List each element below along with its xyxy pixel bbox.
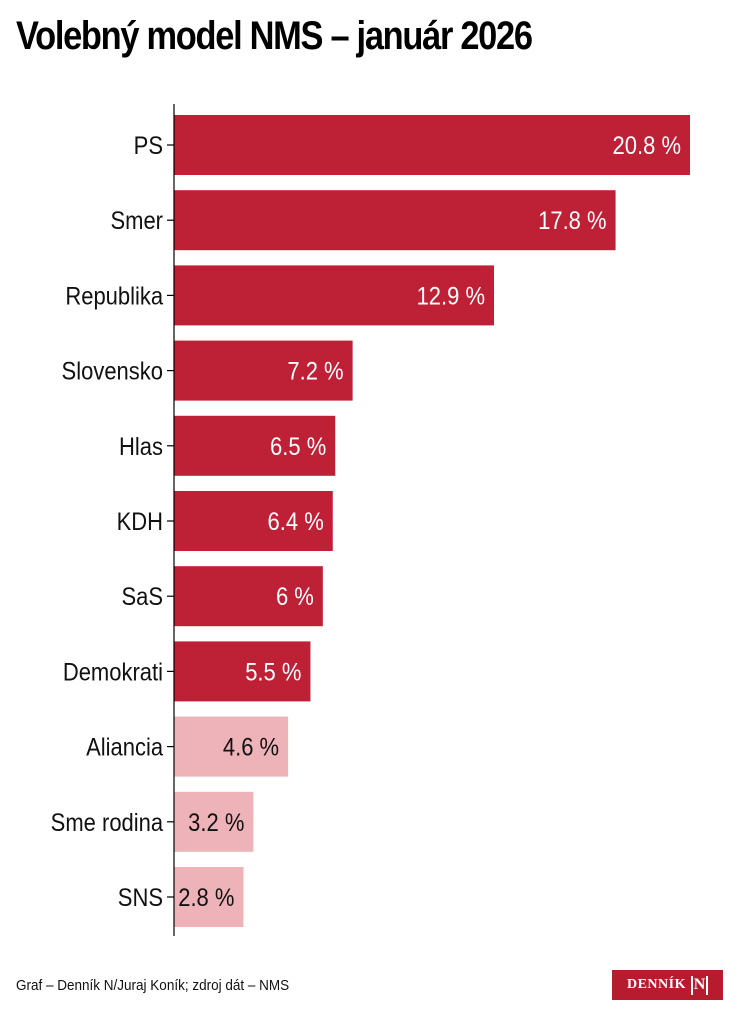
bar-sas [174, 566, 323, 627]
category-label-sas: SaS [121, 583, 163, 611]
source-credit: Graf – Denník N/Juraj Koník; zdroj dát –… [16, 977, 290, 994]
category-label-slovensko: Slovensko [62, 357, 163, 385]
logo-n-mark: N [691, 975, 708, 995]
bar-kdh [174, 491, 333, 551]
value-label-kdh: 6.4 % [268, 508, 324, 536]
category-label-smer: Smer [110, 207, 163, 235]
value-labels-group: 20.8 % 17.8 % 12.9 % 7.2 % 6.5 % 6.4 % 6 % 5.5 … [178, 132, 681, 912]
bar-hlas [174, 415, 336, 476]
value-label-sas: 6 % [276, 583, 314, 611]
category-label-hlas: Hlas [119, 433, 163, 461]
value-label-demokrati: 5.5 % [245, 658, 301, 686]
dennik-n-logo: DENNÍK N [612, 970, 723, 1000]
bar-aliancia [174, 716, 289, 777]
value-label-hlas: 6.5 % [270, 433, 326, 461]
bar-sns [174, 867, 244, 927]
bar-sme-rodina [174, 791, 254, 852]
bar-demokrati [174, 641, 311, 702]
value-label-aliancia: 4.6 % [223, 733, 279, 761]
logo-text: DENNÍK [626, 977, 686, 992]
category-label-sns: SNS [118, 884, 163, 912]
category-label-republika: Republika [65, 282, 164, 310]
category-label-kdh: KDH [117, 508, 163, 536]
category-label-aliancia: Aliancia [86, 733, 164, 761]
category-label-ps: PS [134, 132, 163, 160]
value-label-smer: 17.8 % [538, 207, 607, 235]
value-label-sme-rodina: 3.2 % [188, 809, 244, 837]
value-label-ps: 20.8 % [613, 132, 682, 160]
bar-ps [174, 115, 690, 175]
bars-group [174, 115, 690, 927]
bar-slovensko [174, 340, 353, 401]
chart-title: Volebný model NMS – január 2026 [16, 14, 533, 58]
category-labels-group: PS Smer Republika Slovensko Hlas KDH SaS Demokr… [51, 132, 164, 912]
bar-chart: PS Smer Republika Slovensko Hlas KDH SaS Demokr… [51, 104, 690, 936]
bar-republika [174, 265, 495, 326]
value-label-republika: 12.9 % [417, 282, 486, 310]
category-label-sme-rodina: Sme rodina [51, 809, 164, 837]
value-label-slovensko: 7.2 % [287, 357, 343, 385]
category-label-demokrati: Demokrati [63, 658, 163, 686]
y-ticks-group [167, 144, 174, 898]
value-label-sns: 2.8 % [178, 884, 234, 912]
bar-smer [174, 190, 616, 251]
